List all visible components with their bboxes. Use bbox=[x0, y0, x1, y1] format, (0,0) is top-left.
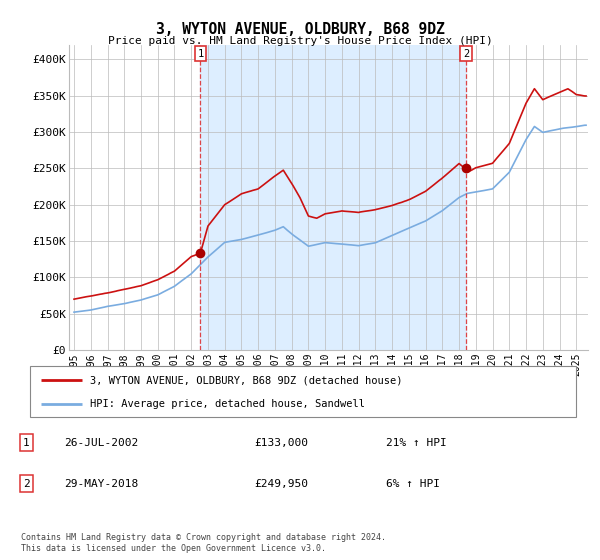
Text: 2: 2 bbox=[463, 49, 469, 59]
FancyBboxPatch shape bbox=[30, 366, 576, 417]
Text: Price paid vs. HM Land Registry's House Price Index (HPI): Price paid vs. HM Land Registry's House … bbox=[107, 36, 493, 46]
Text: 29-MAY-2018: 29-MAY-2018 bbox=[64, 479, 138, 488]
Text: 26-JUL-2002: 26-JUL-2002 bbox=[64, 438, 138, 448]
Text: 1: 1 bbox=[23, 438, 30, 448]
Text: 3, WYTON AVENUE, OLDBURY, B68 9DZ (detached house): 3, WYTON AVENUE, OLDBURY, B68 9DZ (detac… bbox=[90, 375, 403, 385]
Text: £249,950: £249,950 bbox=[254, 479, 308, 488]
Text: HPI: Average price, detached house, Sandwell: HPI: Average price, detached house, Sand… bbox=[90, 399, 365, 409]
Text: Contains HM Land Registry data © Crown copyright and database right 2024.
This d: Contains HM Land Registry data © Crown c… bbox=[21, 533, 386, 553]
Text: 2: 2 bbox=[23, 479, 30, 488]
Text: 3, WYTON AVENUE, OLDBURY, B68 9DZ: 3, WYTON AVENUE, OLDBURY, B68 9DZ bbox=[155, 22, 445, 38]
Text: £133,000: £133,000 bbox=[254, 438, 308, 448]
Text: 1: 1 bbox=[197, 49, 203, 59]
Text: 6% ↑ HPI: 6% ↑ HPI bbox=[386, 479, 440, 488]
Bar bbox=[200, 45, 466, 350]
Text: 21% ↑ HPI: 21% ↑ HPI bbox=[386, 438, 447, 448]
